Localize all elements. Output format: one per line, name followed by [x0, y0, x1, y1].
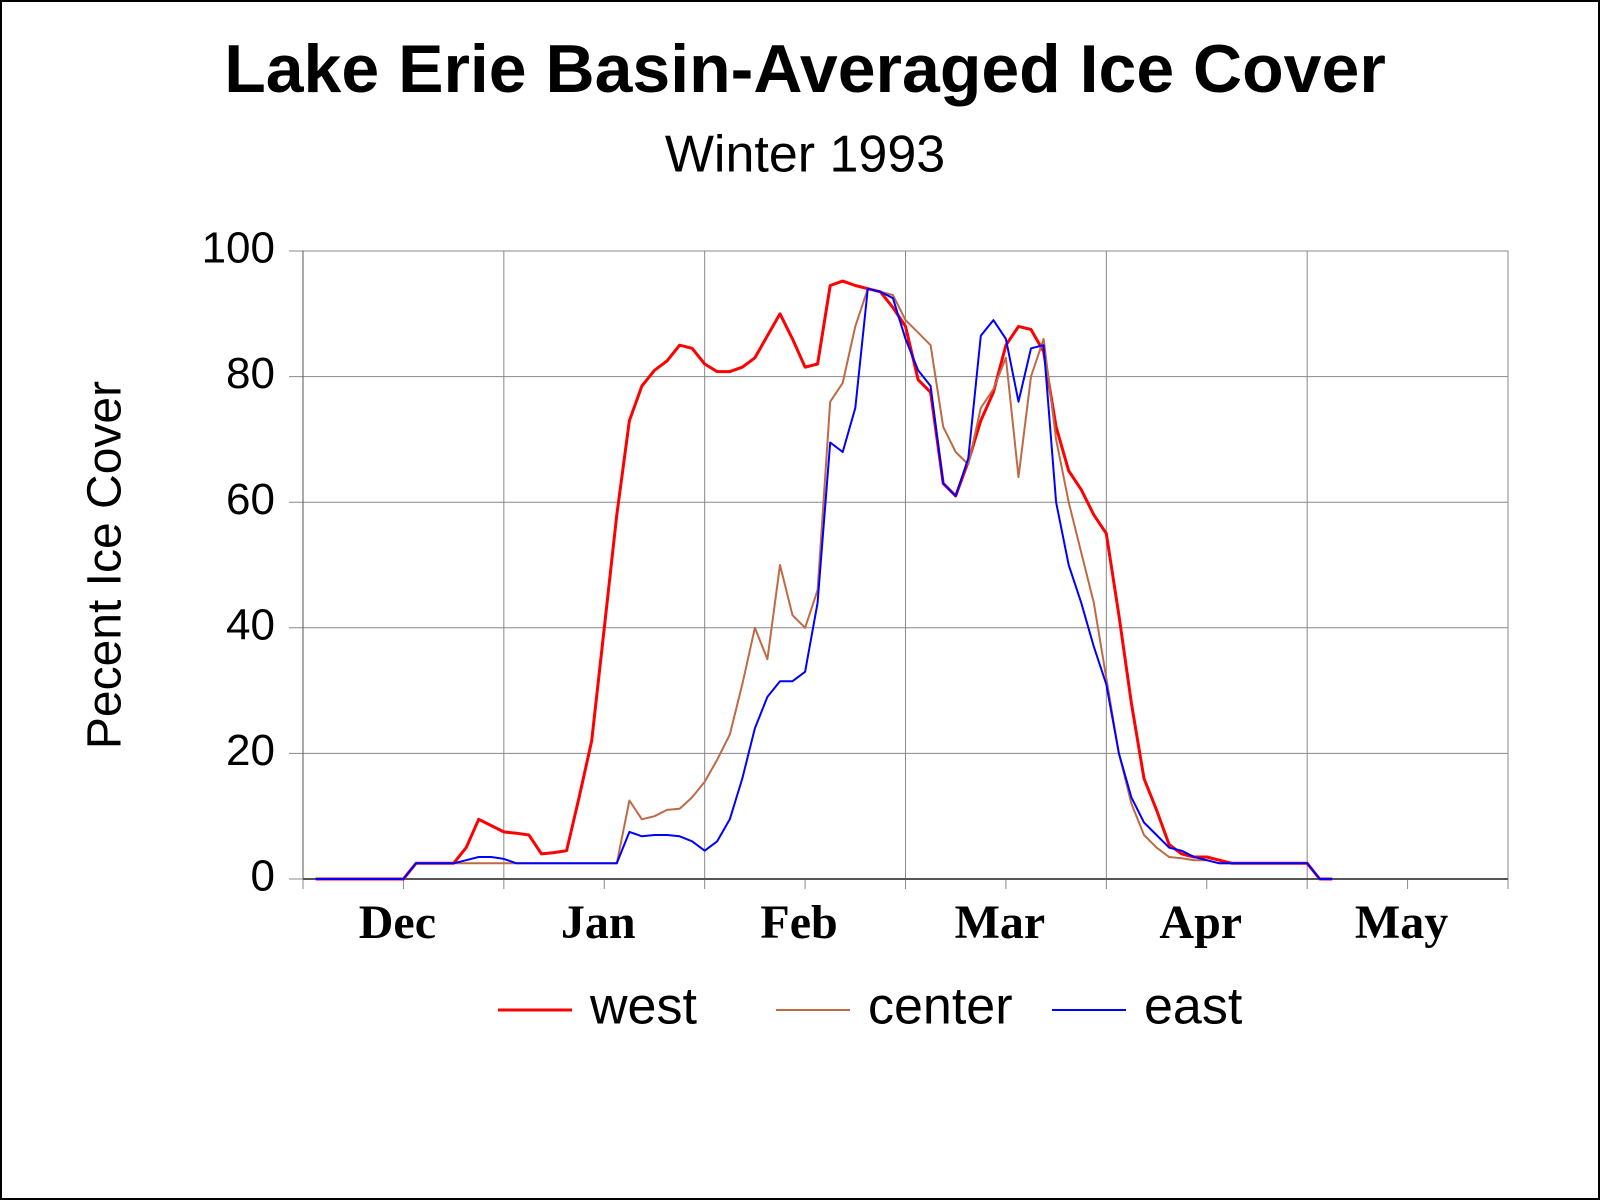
series-line [315, 287, 1333, 880]
legend-label: center [868, 978, 1013, 1036]
y-axis-label: Pecent Ice Cover [79, 381, 132, 749]
y-tick-label: 40 [226, 600, 275, 649]
x-tick-label: May [1355, 896, 1448, 949]
x-tick-label: Dec [359, 896, 436, 949]
x-tick-label: Feb [760, 896, 837, 949]
y-tick-label: 0 [251, 852, 275, 901]
legend-label: west [589, 978, 697, 1036]
x-tick-label: Jan [561, 896, 636, 949]
legend-label: east [1144, 978, 1243, 1036]
y-tick-label: 80 [226, 349, 275, 398]
x-tick-label: Mar [955, 896, 1046, 949]
series-line [315, 279, 1333, 881]
x-tick-label: Apr [1159, 896, 1242, 949]
y-tick-label: 20 [226, 726, 275, 775]
y-tick-label: 100 [202, 224, 275, 273]
series-line [315, 287, 1333, 880]
chart-title: Lake Erie Basin-Averaged Ice Cover [224, 31, 1386, 107]
y-tick-label: 60 [226, 475, 275, 524]
chart-subtitle: Winter 1993 [665, 126, 945, 184]
